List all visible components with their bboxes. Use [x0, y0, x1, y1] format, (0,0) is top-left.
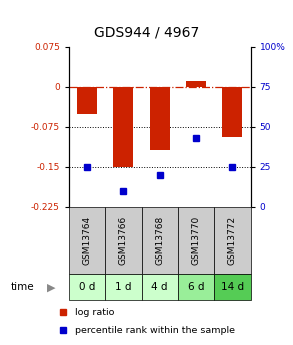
Bar	[214, 274, 251, 300]
Text: 4 d: 4 d	[151, 282, 168, 292]
Bar	[105, 207, 142, 274]
Bar	[77, 87, 97, 115]
Text: GDS944 / 4967: GDS944 / 4967	[94, 26, 199, 40]
Text: 14 d: 14 d	[221, 282, 244, 292]
Bar	[150, 87, 170, 150]
Text: 6 d: 6 d	[188, 282, 204, 292]
Bar	[105, 274, 142, 300]
Bar	[69, 274, 105, 300]
Bar	[178, 274, 214, 300]
Text: percentile rank within the sample: percentile rank within the sample	[75, 326, 235, 335]
Bar	[142, 274, 178, 300]
Text: 1 d: 1 d	[115, 282, 132, 292]
Text: log ratio: log ratio	[75, 307, 115, 316]
Bar	[113, 87, 133, 167]
Bar	[186, 81, 206, 87]
Text: GSM13766: GSM13766	[119, 216, 128, 265]
Text: GSM13770: GSM13770	[192, 216, 200, 265]
Text: ▶: ▶	[47, 282, 55, 292]
Bar	[178, 207, 214, 274]
Bar	[69, 207, 105, 274]
Bar	[222, 87, 242, 137]
Text: GSM13764: GSM13764	[83, 216, 91, 265]
Bar	[214, 207, 251, 274]
Text: time: time	[10, 282, 34, 292]
Bar	[142, 207, 178, 274]
Text: GSM13768: GSM13768	[155, 216, 164, 265]
Text: GSM13772: GSM13772	[228, 216, 237, 265]
Text: 0 d: 0 d	[79, 282, 95, 292]
